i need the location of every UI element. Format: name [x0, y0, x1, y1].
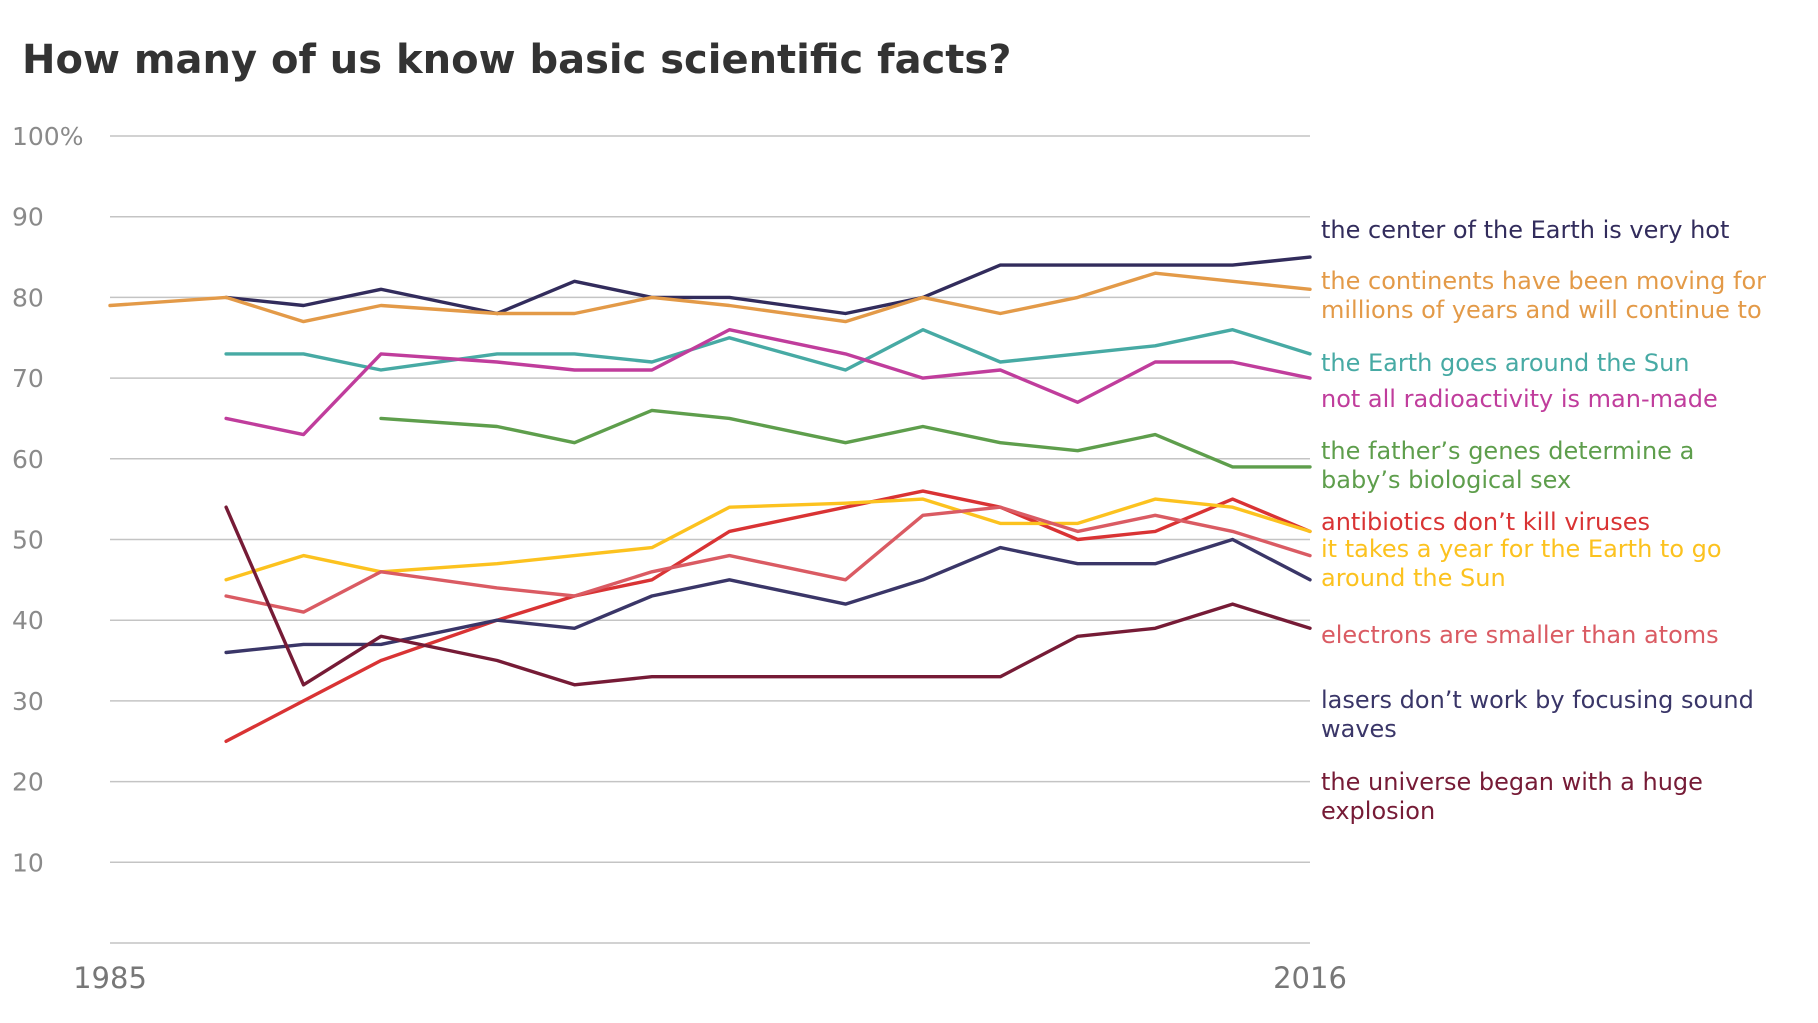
y-tick-label: 20: [12, 768, 44, 797]
y-tick-label: 90: [12, 203, 44, 232]
y-tick-label: 60: [12, 445, 44, 474]
series-label-line: antibiotics don’t kill viruses: [1321, 508, 1650, 536]
series-label-7: it takes a year for the Earth to goaroun…: [1321, 535, 1722, 592]
series-label-line: the continents have been moving for: [1321, 267, 1766, 295]
series-label-8: electrons are smaller than atoms: [1321, 621, 1719, 649]
series-label-line: electrons are smaller than atoms: [1321, 621, 1719, 649]
series-label-6: antibiotics don’t kill viruses: [1321, 508, 1650, 536]
x-tick-label-end: 2016: [1273, 961, 1347, 995]
series-line-5: [379, 408, 1312, 469]
y-tick-label: 100%: [12, 122, 83, 151]
series-line-6: [224, 489, 1312, 743]
series-label-line: millions of years and will continue to: [1321, 296, 1762, 324]
series-line-7: [224, 497, 1312, 582]
series-label-line: lasers don’t work by focusing sound: [1321, 686, 1754, 714]
series-label-3: the Earth goes around the Sun: [1321, 349, 1690, 377]
series-label-line: the Earth goes around the Sun: [1321, 349, 1690, 377]
x-axis-tick-labels: 1985 2016: [73, 961, 1347, 995]
series-label-line: around the Sun: [1321, 564, 1506, 592]
chart-title: How many of us know basic scientific fac…: [22, 37, 1011, 83]
series-label-line: the universe began with a huge: [1321, 768, 1703, 796]
series-label-line: baby’s biological sex: [1321, 466, 1571, 494]
y-tick-label: 50: [12, 526, 44, 555]
y-tick-label: 70: [12, 364, 44, 393]
series-lines: [108, 255, 1312, 743]
series-labels: the center of the Earth is very hot the c…: [1321, 216, 1766, 825]
y-tick-label: 80: [12, 283, 44, 312]
y-axis-tick-labels: 100% 90 80 70 60 50 40 30 20 10: [12, 122, 83, 877]
series-label-line: not all radioactivity is man-made: [1321, 385, 1718, 413]
series-line-9: [224, 537, 1312, 655]
series-label-line: it takes a year for the Earth to go: [1321, 535, 1722, 563]
series-line-3: [224, 328, 1312, 372]
series-label-4: not all radioactivity is man-made: [1321, 385, 1718, 413]
y-tick-label: 30: [12, 687, 44, 716]
gridlines: [110, 135, 1310, 944]
series-line-8: [224, 505, 1312, 614]
x-tick-label-start: 1985: [73, 961, 147, 995]
y-tick-label: 40: [12, 606, 44, 635]
series-label-line: waves: [1321, 715, 1397, 743]
series-label-line: the father’s genes determine a: [1321, 437, 1694, 465]
series-label-2: the continents have been moving formilli…: [1321, 267, 1766, 324]
y-tick-label: 10: [12, 848, 44, 877]
series-line-2: [108, 271, 1312, 324]
series-label-line: explosion: [1321, 797, 1435, 825]
series-line-4: [224, 328, 1312, 437]
series-line-1: [224, 255, 1312, 316]
series-label-1: the center of the Earth is very hot: [1321, 216, 1729, 244]
series-label-line: the center of the Earth is very hot: [1321, 216, 1729, 244]
series-line-10: [224, 505, 1312, 687]
